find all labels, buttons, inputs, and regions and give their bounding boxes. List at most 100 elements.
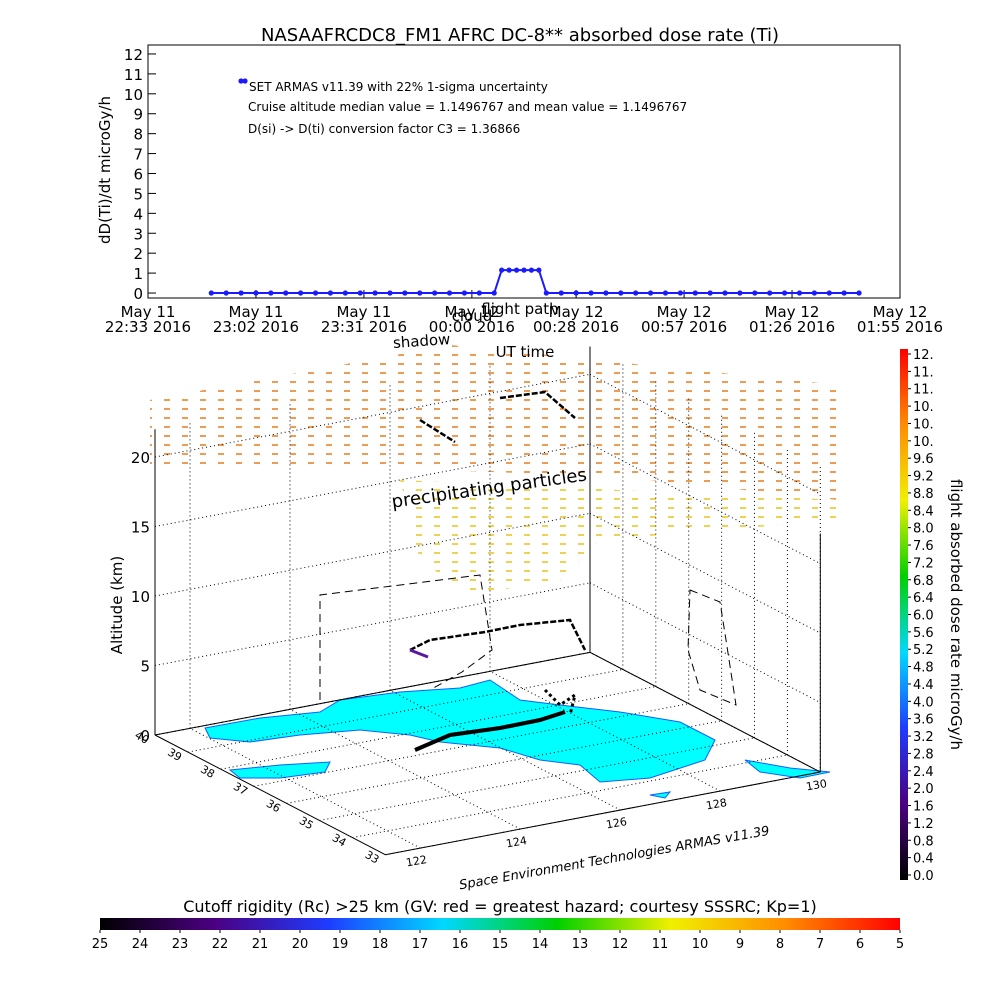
data-point xyxy=(752,290,758,296)
y-tick-label: 34 xyxy=(330,831,349,849)
data-point xyxy=(722,290,728,296)
z-axis-label: Altitude (km) xyxy=(108,556,126,654)
data-point xyxy=(298,290,304,296)
x-tick-label: 122 xyxy=(405,853,428,869)
annotation: flight path xyxy=(481,300,558,318)
colorbar-tick-label: 4.0 xyxy=(913,695,934,710)
colorbar-tick-label: 3.2 xyxy=(913,730,934,745)
grid-line xyxy=(319,737,755,821)
y-tick-label: 7 xyxy=(133,146,143,164)
colorbar-title: Cutoff rigidity (Rc) >25 km (GV: red = g… xyxy=(183,897,817,916)
colorbar-tick-label: 25 xyxy=(92,937,109,952)
colorbar-tick-label: 5.6 xyxy=(913,626,934,641)
colorbar-tick-label: 8.8 xyxy=(913,487,934,502)
colorbar-tick-label: 18 xyxy=(372,937,389,952)
data-point xyxy=(312,290,319,296)
colorbar-tick-label: 19 xyxy=(332,937,349,952)
colorbar-tick-label: 16 xyxy=(452,937,469,952)
colorbar-tick-label: 1.2 xyxy=(913,817,934,832)
grid-line xyxy=(589,651,821,773)
colorbar-tick-label: 10. xyxy=(913,400,934,415)
colorbar-tick-label: 7.6 xyxy=(913,539,934,554)
data-point xyxy=(238,290,244,296)
data-point xyxy=(476,290,482,296)
data-point xyxy=(543,290,549,296)
grid-line xyxy=(154,443,591,527)
grid-line xyxy=(187,668,623,753)
data-point xyxy=(372,290,378,296)
grid-line xyxy=(489,670,721,792)
grid-line xyxy=(286,720,722,804)
colorbar-tick-label: 23 xyxy=(172,937,189,952)
flight-shadow xyxy=(414,710,566,752)
colorbar-tick-label: 2.0 xyxy=(913,782,934,797)
data-point xyxy=(647,290,654,296)
x-tick-label: 124 xyxy=(505,834,528,850)
flight-path xyxy=(409,648,429,659)
data-point xyxy=(268,290,274,296)
data-point xyxy=(558,290,564,296)
data-point xyxy=(283,290,289,296)
flight-shadow xyxy=(543,688,578,716)
annotation: shadow xyxy=(392,330,451,352)
colorbar-tick-label: 7.2 xyxy=(913,556,934,571)
grid-line xyxy=(289,708,521,830)
data-point xyxy=(387,290,393,296)
grid-line xyxy=(385,771,821,856)
data-point xyxy=(796,290,803,296)
land xyxy=(204,679,716,783)
grid-line xyxy=(154,512,591,597)
colorbar-tick-label: 2.4 xyxy=(913,765,934,780)
data-point xyxy=(521,267,527,273)
y-tick-label: 39 xyxy=(165,746,184,764)
grid-line xyxy=(253,703,689,787)
colorbar-tick-label: 8 xyxy=(776,937,784,952)
flight-path xyxy=(419,390,576,444)
data-point xyxy=(432,290,438,296)
data-point xyxy=(767,290,773,296)
colorbar-tick-label: 4.8 xyxy=(913,661,934,676)
x-tick-label: May 12 01:26 2016 xyxy=(748,303,836,336)
chart-title: NASAAFRCDC8_FM1 AFRC DC-8** absorbed dos… xyxy=(261,25,779,46)
axis-line xyxy=(154,734,386,856)
colorbar-tick-label: 6.8 xyxy=(913,574,934,589)
y-tick-label: 4 xyxy=(133,205,143,223)
annotation: Space Environment Technologies ARMAS v11… xyxy=(458,824,771,893)
data-point xyxy=(446,290,453,296)
data-point xyxy=(357,290,363,296)
data-point xyxy=(253,290,259,296)
data-point xyxy=(781,290,788,296)
grid-line xyxy=(154,373,591,458)
y-tick-label: 2 xyxy=(133,245,143,263)
data-point xyxy=(417,290,423,296)
z-tick-label: 15 xyxy=(131,519,150,537)
colorbar-tick-label: 11 xyxy=(652,937,669,952)
grid-line xyxy=(589,582,821,703)
x-tick-label: May 12 01:55 2016 xyxy=(856,303,944,336)
x-tick-label: 130 xyxy=(805,777,828,793)
x-tick-label: May 12 00:57 2016 xyxy=(640,303,728,336)
x-tick-label: May 11 23:02 2016 xyxy=(212,303,300,336)
x-tick-label: May 12 00:00 2016 xyxy=(428,303,515,336)
grid-line xyxy=(589,512,821,634)
annotation: D(si) -> D(ti) conversion factor C3 = 1.… xyxy=(248,122,520,136)
z-tick-label: 5 xyxy=(140,658,150,676)
colorbar xyxy=(900,349,908,880)
colorbar-tick-label: 7 xyxy=(816,937,824,952)
colorbar-tick-label: 22 xyxy=(212,937,229,952)
data-point xyxy=(677,290,683,296)
colorbar-tick-label: 24 xyxy=(132,937,149,952)
colorbar-tick-label: 6.4 xyxy=(913,591,934,606)
y-tick-label: 1 xyxy=(133,265,143,283)
colorbar-tick-label: 17 xyxy=(412,937,429,952)
y-tick-label: 8 xyxy=(133,126,143,144)
y-tick-label: 37 xyxy=(231,780,250,798)
colorbar-tick-label: 6 xyxy=(856,937,864,952)
colorbar-tick-label: 8.0 xyxy=(913,522,934,537)
data-point xyxy=(327,290,334,296)
data-point xyxy=(536,267,542,273)
data-point xyxy=(633,290,639,296)
y-tick-label: 5 xyxy=(133,185,143,203)
colorbar-tick-label: 20 xyxy=(292,937,309,952)
land xyxy=(649,759,831,799)
